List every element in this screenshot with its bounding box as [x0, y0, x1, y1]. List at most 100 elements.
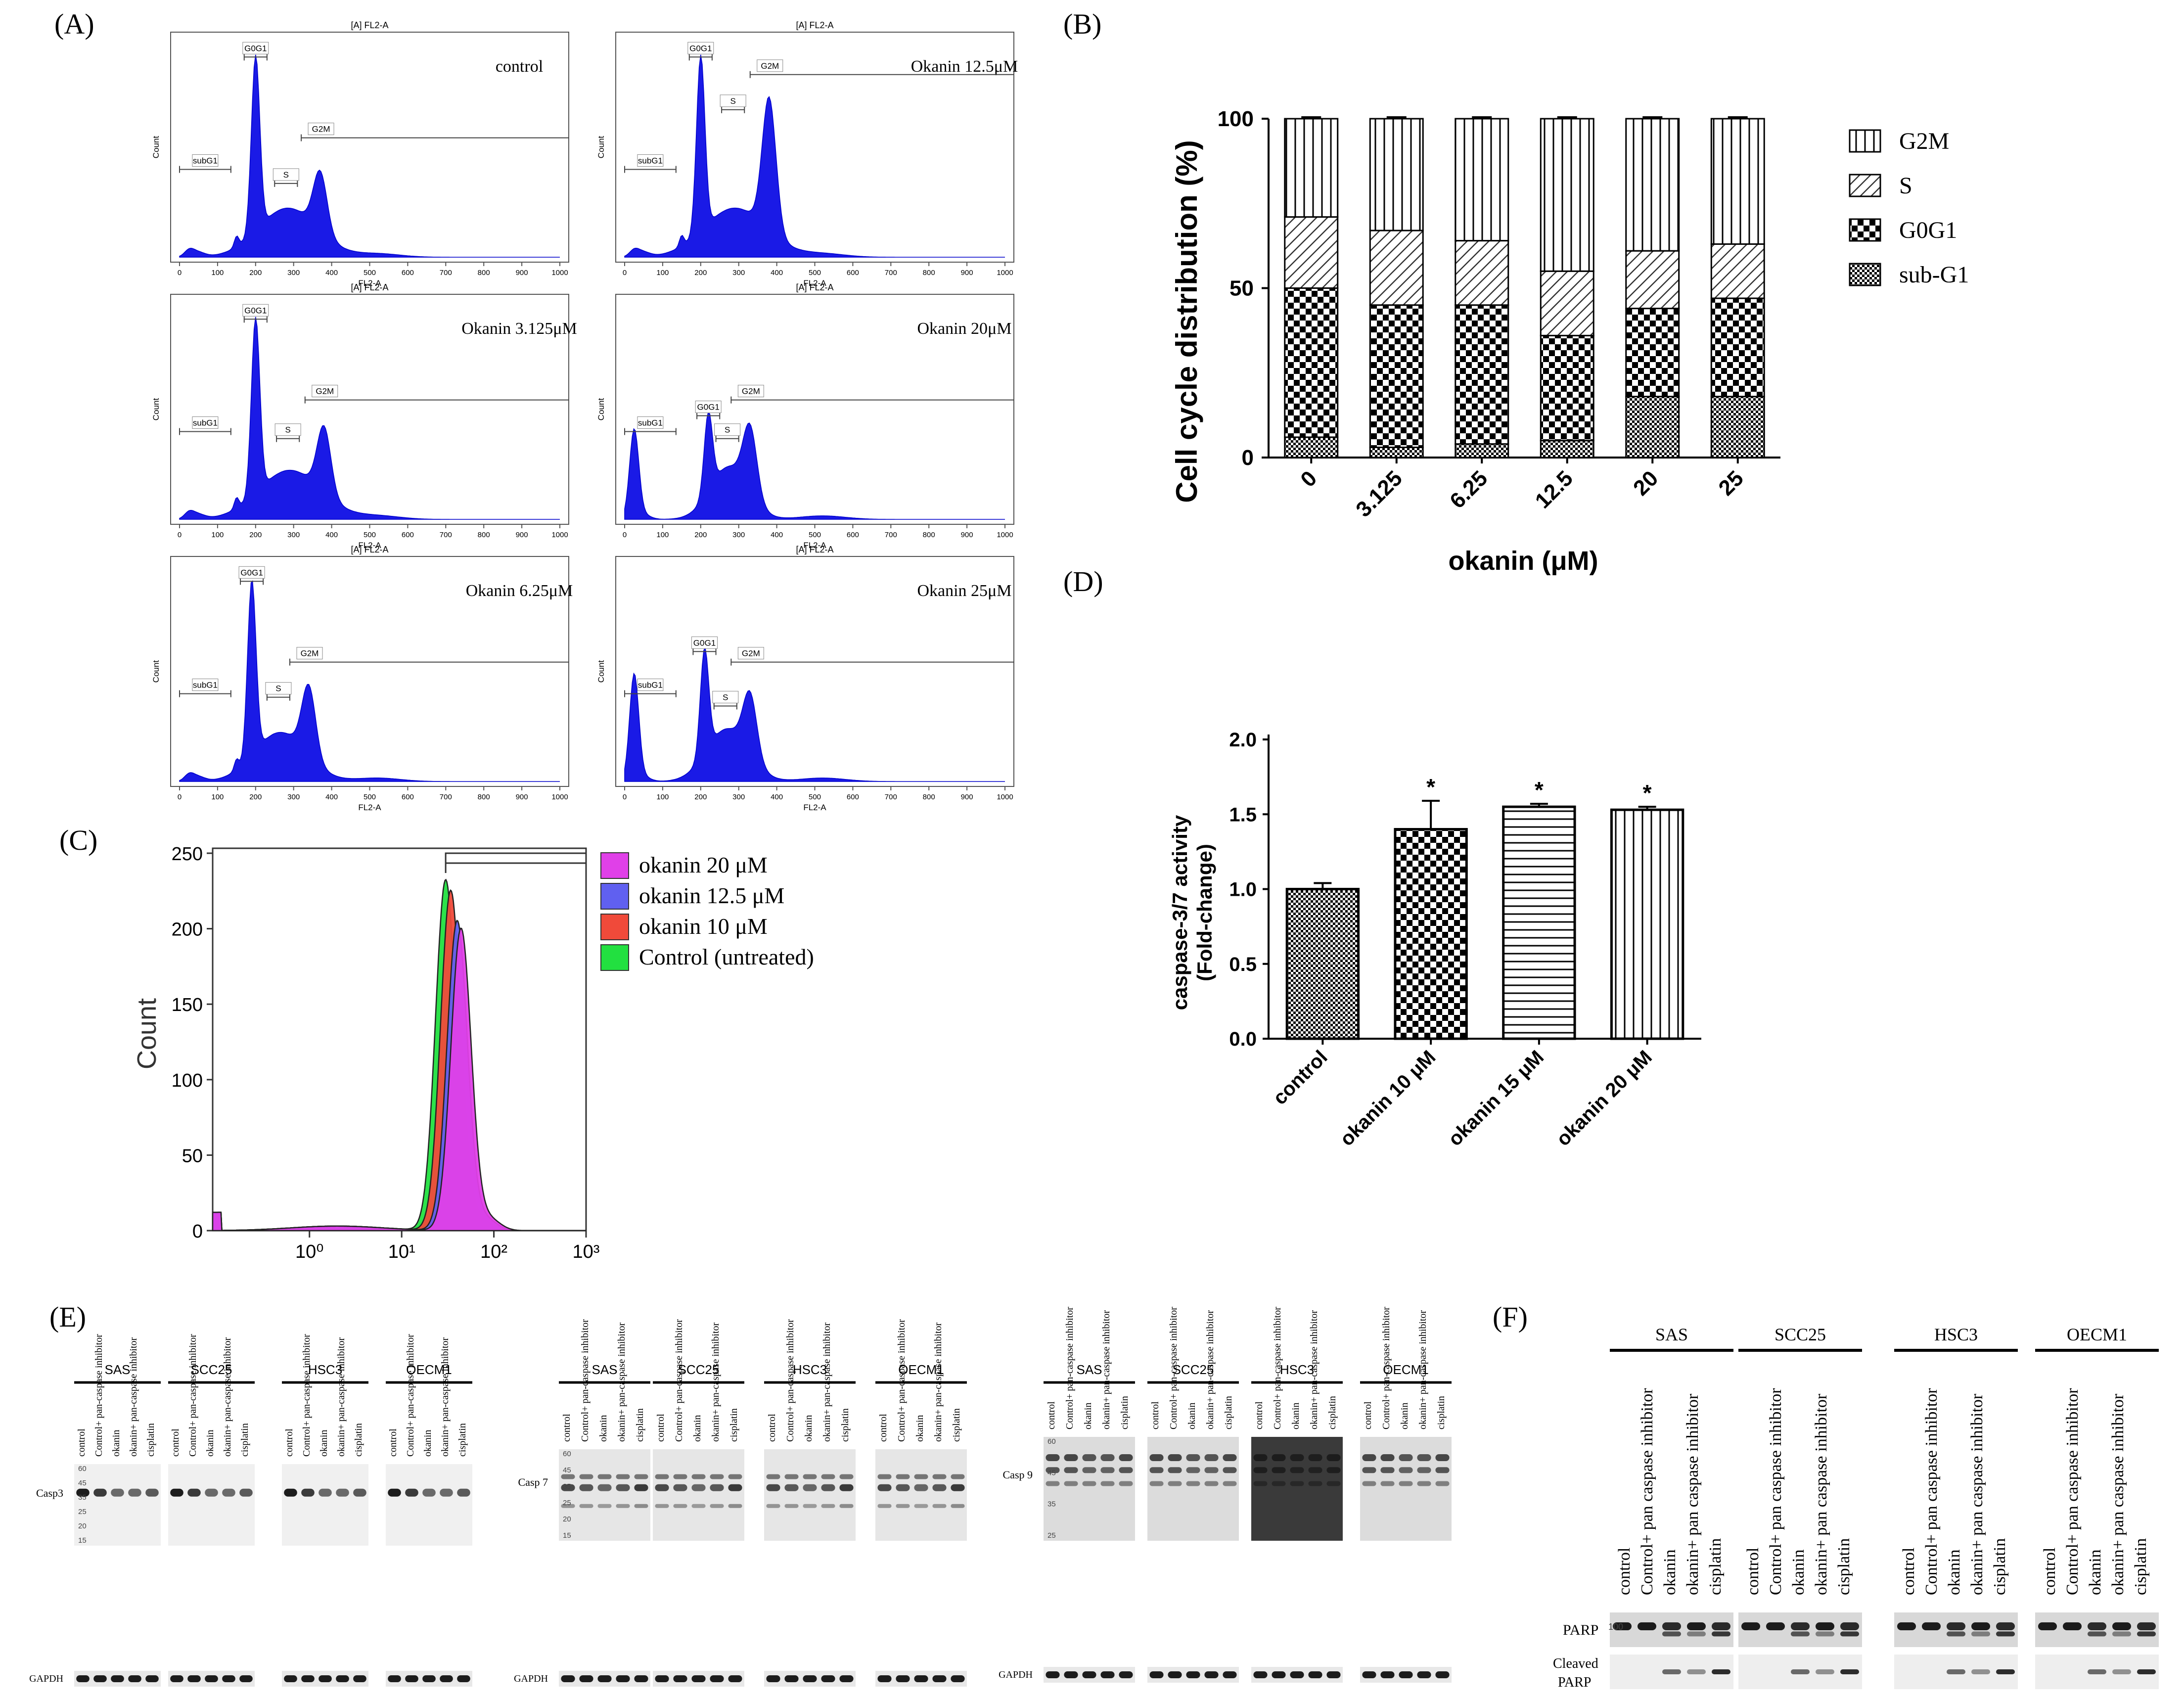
e-target-strip — [653, 1449, 744, 1541]
histogram-header: [A] FL2-A — [351, 282, 388, 292]
e-target-label: Casp 9 — [1003, 1469, 1033, 1481]
histogram-area — [624, 54, 1005, 258]
blot-band — [1712, 1622, 1730, 1630]
x-tick-label: 300 — [287, 793, 300, 801]
x-tick-label: 300 — [732, 531, 745, 539]
e-gapdh-strip — [386, 1671, 472, 1687]
blot-band — [1662, 1669, 1681, 1674]
f-lane-label: okanin — [1661, 1549, 1679, 1595]
histogram-title: Okanin 6.25μM — [466, 582, 573, 600]
gate-label-box — [192, 416, 219, 429]
blot-band — [951, 1474, 965, 1479]
e-cell-line-label: SCC25 — [1173, 1362, 1214, 1377]
x-tick-label: 300 — [287, 269, 300, 277]
gate-label-box — [637, 416, 664, 429]
x-tick-label: 200 — [249, 531, 262, 539]
e-cell-line-label: SAS — [1076, 1362, 1102, 1377]
e-cell-line-label: OECM1 — [898, 1362, 944, 1377]
e-lane-label: cisplatin — [239, 1423, 250, 1457]
x-tick-label: 1000 — [997, 269, 1013, 277]
e-lane-label: control — [561, 1414, 572, 1442]
gate-label-box — [737, 647, 764, 660]
x-tick-label: 700 — [440, 793, 452, 801]
blot-band — [1119, 1467, 1133, 1473]
x-tick-label: 900 — [961, 531, 973, 539]
f-lane-label: okanin+ pan caspase inhibitor — [1968, 1393, 1986, 1595]
blot-band — [710, 1484, 724, 1491]
panel-label-e: (E) — [49, 1301, 86, 1333]
gate-label-g0g1: G0G1 — [244, 306, 267, 315]
e-lane-label: okanin — [205, 1430, 216, 1457]
blot-band — [728, 1675, 742, 1682]
b-bar-g2m — [1284, 118, 1339, 218]
b-bar-sub-g1 — [1455, 443, 1509, 459]
f-lane-label: control — [1615, 1548, 1634, 1595]
c-x-tick-label: 10¹ — [388, 1241, 415, 1262]
d-x-tick-label: okanin 20 μM — [1552, 1046, 1656, 1150]
blot-band — [422, 1488, 436, 1497]
x-tick-label: 700 — [440, 269, 452, 277]
blot-band — [766, 1504, 780, 1508]
blot-band — [877, 1675, 892, 1682]
blot-band — [803, 1504, 817, 1508]
b-y-tick-label: 50 — [1229, 276, 1254, 301]
e-cell-line-label: SAS — [104, 1362, 130, 1377]
d-bar — [1285, 888, 1360, 1040]
f-cleaved-parp-strip — [1610, 1655, 1733, 1689]
x-tick-label: 100 — [211, 793, 224, 801]
blot-membrane — [875, 1449, 967, 1541]
c-x-tick-label: 10³ — [573, 1241, 600, 1262]
gate-label-box — [720, 94, 746, 107]
blot-band — [1638, 1622, 1656, 1630]
e-gapdh-strip — [1147, 1667, 1239, 1683]
blot-band — [1064, 1671, 1078, 1678]
blot-band — [1947, 1622, 1965, 1630]
x-tick-label: 500 — [364, 793, 376, 801]
c-series-area — [212, 919, 586, 1232]
x-tick-label: 500 — [809, 269, 821, 277]
e-lane-label: okanin+ pan-caspase inhibitor — [440, 1337, 451, 1457]
e-marker-label: 60 — [563, 1450, 571, 1458]
f-cell-line-label: SAS — [1655, 1325, 1688, 1344]
x-axis-label: FL2-A — [358, 541, 381, 550]
panel-label-d: (D) — [1063, 565, 1103, 598]
x-tick-label: 0 — [178, 269, 182, 277]
e-lane-label: okanin+ pan-caspase inhibitor — [128, 1337, 139, 1457]
gate-label-subg1: subG1 — [638, 418, 663, 428]
e-target-strip — [875, 1449, 967, 1541]
blot-band — [239, 1675, 253, 1682]
e-lane-label: Control+ pan-caspase inhibitor — [301, 1334, 312, 1457]
blot-band — [1046, 1671, 1060, 1678]
blot-band — [1326, 1454, 1341, 1461]
blot-band — [1064, 1467, 1078, 1473]
b-bar-s — [1455, 240, 1509, 306]
flow-histogram-6: [A] FL2-A 0 100 200 300 400 500 600 700 800 900 100… — [596, 545, 1014, 812]
blot-band — [616, 1484, 630, 1491]
e-marker-label: 25 — [1047, 1531, 1056, 1540]
flow-histogram-2: [A] FL2-A 0 100 200 300 400 500 600 700 800 900 100… — [596, 20, 1018, 288]
blot-band — [710, 1504, 724, 1508]
d-y-tick-label: 0.5 — [1229, 954, 1257, 975]
histogram-title: Okanin 12.5μM — [911, 57, 1018, 76]
c-x-tick-label: 10² — [480, 1241, 507, 1262]
blot-band — [1417, 1454, 1431, 1461]
f-lane-label: Control+ pan caspase inhibitor — [1767, 1388, 1785, 1595]
b-xlabel: okanin (μM) — [1448, 546, 1598, 576]
c-y-tick-label: 150 — [172, 995, 203, 1015]
blot-band — [1362, 1671, 1376, 1678]
x-tick-label: 600 — [402, 269, 414, 277]
b-x-tick-label: 25 — [1714, 466, 1748, 500]
blot-band — [1380, 1481, 1395, 1486]
c-legend-swatch — [600, 852, 629, 879]
blot-band — [1326, 1481, 1341, 1486]
blot-membrane — [653, 1449, 744, 1541]
gate-label-box — [296, 647, 323, 660]
e-lane-label: Control+ pan-caspase inhibitor — [1168, 1307, 1179, 1429]
blot-band — [616, 1504, 630, 1508]
blot-band — [1687, 1631, 1706, 1637]
gate-label-g0g1: G0G1 — [244, 44, 267, 53]
blot-band — [932, 1504, 947, 1508]
e-lane-label: okanin+ pan-caspase inhibitor — [1309, 1310, 1320, 1429]
blot-band — [1223, 1481, 1237, 1486]
b-bar-g0g1 — [1369, 304, 1424, 448]
